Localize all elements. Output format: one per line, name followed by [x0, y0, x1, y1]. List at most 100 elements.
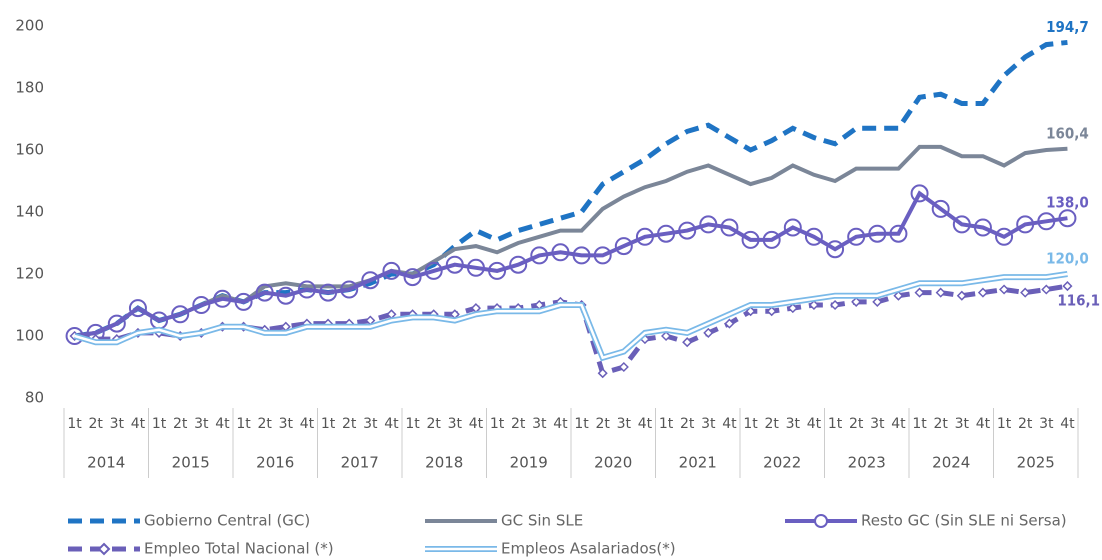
x-tick-label: 3t	[279, 416, 294, 432]
x-tick-label: 4t	[215, 416, 230, 432]
point-marker	[1037, 212, 1056, 231]
point-marker	[488, 261, 507, 280]
x-tick-label: 2t	[1018, 416, 1033, 432]
x-tick-label: 3t	[194, 416, 209, 432]
point-marker	[361, 271, 380, 290]
end-label: 138,0	[1046, 194, 1089, 212]
year-label: 2017	[341, 454, 379, 472]
point-marker	[1041, 284, 1052, 295]
x-tick-label: 1t	[997, 416, 1012, 432]
point-marker	[171, 305, 190, 324]
x-tick-label: 4t	[722, 416, 737, 432]
x-tick-label: 1t	[321, 416, 336, 432]
year-label: 2020	[594, 454, 632, 472]
point-marker	[255, 283, 274, 302]
x-tick-label: 1t	[490, 416, 505, 432]
point-marker	[868, 224, 887, 243]
point-marker	[682, 337, 693, 348]
year-label: 2019	[510, 454, 548, 472]
point-marker	[720, 218, 739, 237]
point-marker	[509, 255, 528, 274]
point-marker	[783, 218, 802, 237]
year-label: 2024	[932, 454, 970, 472]
point-marker	[234, 292, 253, 311]
point-marker	[766, 306, 777, 317]
x-tick-label: 3t	[617, 416, 632, 432]
point-marker	[745, 306, 756, 317]
point-marker	[973, 218, 992, 237]
point-marker	[213, 289, 232, 308]
point-marker	[826, 240, 845, 259]
point-marker	[931, 199, 950, 218]
point-marker	[572, 246, 591, 265]
point-marker	[597, 368, 608, 379]
point-marker	[593, 246, 612, 265]
x-tick-label: 1t	[405, 416, 420, 432]
x-tick-label: 2t	[511, 416, 526, 432]
x-tick-label: 2t	[342, 416, 357, 432]
point-marker	[935, 287, 946, 298]
x-tick-label: 4t	[469, 416, 484, 432]
point-marker	[1016, 215, 1035, 234]
x-tick-label: 3t	[870, 416, 885, 432]
point-marker	[1020, 287, 1031, 298]
x-tick-label: 2t	[933, 416, 948, 432]
legend-swatch	[97, 542, 111, 556]
y-tick-label: 180	[15, 79, 44, 97]
point-marker	[128, 299, 147, 318]
point-marker	[1062, 281, 1073, 292]
year-label: 2022	[763, 454, 801, 472]
legend-label: Gobierno Central (GC)	[144, 512, 310, 530]
point-marker	[872, 296, 883, 307]
point-marker	[657, 224, 676, 243]
year-label: 2025	[1017, 454, 1055, 472]
point-marker	[635, 227, 654, 246]
y-tick-label: 200	[15, 17, 44, 35]
x-tick-label: 3t	[110, 416, 125, 432]
x-tick-label: 4t	[976, 416, 991, 432]
year-label: 2014	[87, 454, 125, 472]
point-marker	[618, 361, 629, 373]
x-tick-label: 1t	[152, 416, 167, 432]
year-label: 2021	[679, 454, 717, 472]
x-tick-label: 3t	[786, 416, 801, 432]
year-label: 2018	[425, 454, 463, 472]
end-label: 116,1	[1057, 292, 1100, 310]
point-marker	[808, 299, 819, 311]
point-marker	[847, 227, 866, 246]
x-tick-label: 4t	[891, 416, 906, 432]
end-label: 120,0	[1046, 250, 1089, 268]
x-tick-label: 1t	[828, 416, 843, 432]
x-tick-label: 2t	[257, 416, 272, 432]
x-tick-label: 4t	[807, 416, 822, 432]
point-marker	[804, 227, 823, 246]
point-marker	[551, 243, 570, 262]
x-tick-label: 3t	[448, 416, 463, 432]
point-marker	[724, 318, 735, 329]
point-marker	[977, 287, 988, 298]
point-marker	[952, 215, 971, 234]
x-tick-label: 2t	[595, 416, 610, 432]
point-marker	[995, 227, 1014, 246]
x-tick-label: 2t	[173, 416, 188, 432]
point-marker	[762, 230, 781, 249]
point-marker	[699, 215, 718, 234]
point-marker	[787, 303, 798, 314]
point-marker	[956, 290, 967, 301]
end-label: 194,7	[1046, 18, 1089, 36]
point-marker	[445, 255, 464, 274]
point-marker	[319, 283, 338, 302]
point-marker	[340, 280, 359, 299]
series-line	[73, 271, 1068, 362]
x-tick-label: 3t	[532, 416, 547, 432]
point-marker	[614, 237, 633, 256]
x-tick-label: 3t	[1039, 416, 1054, 432]
x-tick-label: 1t	[236, 416, 251, 432]
x-tick-label: 3t	[363, 416, 378, 432]
year-label: 2016	[256, 454, 294, 472]
point-marker	[830, 299, 841, 311]
point-marker	[530, 246, 549, 265]
series-line-inner	[74, 272, 1068, 360]
x-tick-label: 4t	[131, 416, 146, 432]
x-tick-label: 1t	[67, 416, 82, 432]
